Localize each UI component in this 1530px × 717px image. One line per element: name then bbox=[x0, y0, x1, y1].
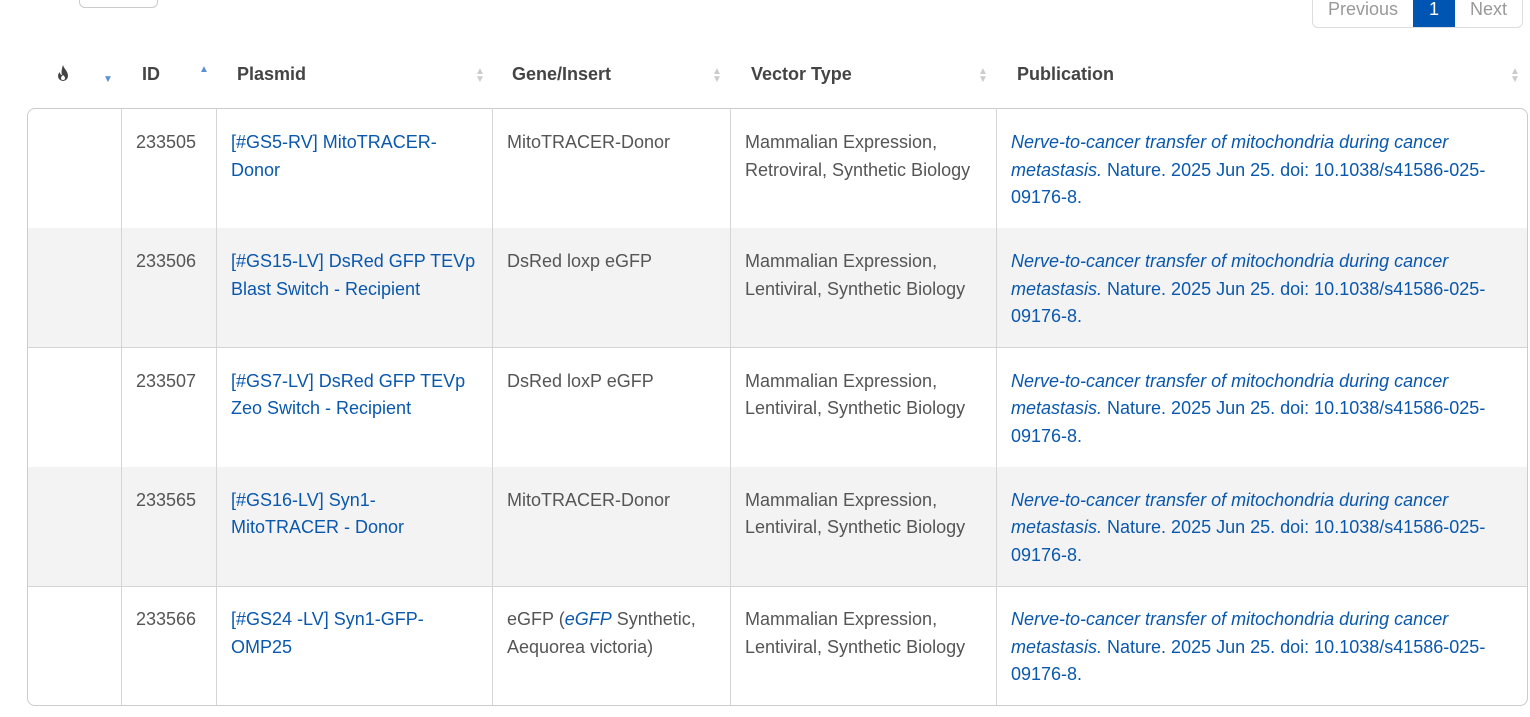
table-cell: [#GS15-LV] DsRed GFP TEVp Blast Switch -… bbox=[216, 228, 492, 348]
table-cell bbox=[28, 348, 121, 467]
publication-link[interactable]: Nerve-to-cancer transfer of mitochondria… bbox=[1011, 371, 1485, 446]
table-cell: DsRed loxp eGFP bbox=[492, 228, 730, 348]
plasmid-link[interactable]: [#GS16-LV] Syn1-MitoTRACER - Donor bbox=[231, 489, 405, 538]
table-cell: Nerve-to-cancer transfer of mitochondria… bbox=[996, 466, 1527, 586]
table-cell bbox=[28, 586, 121, 705]
table-cell: Mammalian Expression, Lentiviral, Synthe… bbox=[730, 586, 996, 705]
plasmid-id: 233507 bbox=[136, 370, 197, 391]
publication-link[interactable]: Nerve-to-cancer transfer of mitochondria… bbox=[1011, 251, 1485, 326]
plasmid-link[interactable]: [#GS5-RV] MitoTRACER-Donor bbox=[231, 132, 437, 180]
publication-citation: Nature. 2025 Jun 25. doi: 10.1038/s41586… bbox=[1011, 636, 1486, 685]
publication-link[interactable]: Nerve-to-cancer transfer of mitochondria… bbox=[1011, 132, 1485, 207]
table-cell: Mammalian Expression, Lentiviral, Synthe… bbox=[730, 228, 996, 348]
publication-citation: Nature. 2025 Jun 25. doi: 10.1038/s41586… bbox=[1011, 278, 1486, 327]
table-cell: [#GS7-LV] DsRed GFP TEVp Zeo Switch - Re… bbox=[216, 347, 492, 467]
publication-link[interactable]: Nerve-to-cancer transfer of mitochondria… bbox=[1011, 490, 1485, 565]
table-cell: 233507 bbox=[121, 347, 216, 467]
table-cell: DsRed loxP eGFP bbox=[492, 347, 730, 467]
publication-citation: Nature. 2025 Jun 25. doi: 10.1038/s41586… bbox=[1011, 517, 1486, 565]
gene-insert: DsRed loxP eGFP bbox=[507, 370, 654, 391]
table-cell: Nerve-to-cancer transfer of mitochondria… bbox=[996, 347, 1527, 467]
publication-title: Nerve-to-cancer transfer of mitochondria… bbox=[1011, 132, 1449, 180]
page-1-button[interactable]: 1 bbox=[1413, 0, 1456, 27]
table-cell: MitoTRACER-Donor bbox=[492, 466, 730, 586]
table-cell: Mammalian Expression, Lentiviral, Synthe… bbox=[730, 347, 996, 467]
table-cell: MitoTRACER-Donor bbox=[492, 109, 730, 228]
column-header-id[interactable]: ID bbox=[142, 64, 160, 84]
table-cell: 233506 bbox=[121, 228, 216, 348]
page-length-select[interactable] bbox=[79, 0, 158, 8]
publication-title: Nerve-to-cancer transfer of mitochondria… bbox=[1011, 489, 1449, 538]
table-cell: eGFP (eGFP Synthetic, Aequorea victoria) bbox=[492, 586, 730, 705]
table-cell: Nerve-to-cancer transfer of mitochondria… bbox=[996, 228, 1527, 348]
sort-icon[interactable]: ▲ ▼ bbox=[475, 66, 485, 85]
column-header-gene[interactable]: Gene/Insert bbox=[512, 64, 612, 84]
vector-type: Mammalian Expression, Lentiviral, Synthe… bbox=[745, 251, 966, 299]
table-cell: 233505 bbox=[121, 109, 216, 228]
table-cell bbox=[28, 467, 121, 586]
publication-title: Nerve-to-cancer transfer of mitochondria… bbox=[1011, 251, 1449, 299]
table-cell: 233565 bbox=[121, 466, 216, 586]
table-row: 233507 [#GS7-LV] DsRed GFP TEVp Zeo Switc… bbox=[28, 347, 1527, 468]
table-cell bbox=[28, 109, 121, 228]
plasmid-link[interactable]: [#GS24 -LV] Syn1-GFP-OMP25 bbox=[231, 609, 424, 657]
table-cell: [#GS5-RV] MitoTRACER-Donor bbox=[216, 109, 492, 228]
plasmid-table: 233505 [#GS5-RV] MitoTRACER-Donor MitoTRAC… bbox=[27, 108, 1528, 706]
table-cell: [#GS24 -LV] Syn1-GFP-OMP25 bbox=[216, 586, 492, 705]
vector-type: Mammalian Expression, Lentiviral, Synthe… bbox=[745, 609, 966, 657]
publication-link[interactable]: Nerve-to-cancer transfer of mitochondria… bbox=[1011, 609, 1485, 684]
plasmid-id: 233506 bbox=[136, 251, 197, 272]
table-cell: 233566 bbox=[121, 586, 216, 705]
table-row: 233505 [#GS5-RV] MitoTRACER-Donor MitoTRAC… bbox=[28, 109, 1527, 229]
plasmid-link[interactable]: [#GS15-LV] DsRed GFP TEVp Blast Switch -… bbox=[231, 251, 476, 299]
sort-icon[interactable]: ▲ ▼ bbox=[1510, 66, 1520, 85]
gene-insert: MitoTRACER-Donor bbox=[507, 132, 671, 152]
sort-icon[interactable]: ▲ ▼ bbox=[978, 66, 988, 85]
plasmid-id: 233565 bbox=[136, 489, 197, 510]
fire-icon[interactable] bbox=[53, 64, 73, 89]
sort-desc-icon[interactable]: ▼ bbox=[103, 74, 113, 85]
plasmid-id: 233505 bbox=[136, 132, 197, 152]
column-header-publication[interactable]: Publication bbox=[1017, 64, 1115, 84]
gene-insert: MitoTRACER-Donor bbox=[507, 489, 671, 510]
publication-citation: Nature. 2025 Jun 25. doi: 10.1038/s41586… bbox=[1011, 398, 1486, 446]
gene-insert: DsRed loxp eGFP bbox=[507, 251, 653, 272]
vector-type: Mammalian Expression, Lentiviral, Synthe… bbox=[745, 489, 966, 538]
table-cell bbox=[28, 228, 121, 347]
table-row: 233506 [#GS15-LV] DsRed GFP TEVp Blast Sw… bbox=[28, 228, 1527, 349]
next-button[interactable]: Next bbox=[1470, 0, 1508, 19]
gene-insert: eGFP ( bbox=[507, 609, 565, 630]
plasmid-id: 233566 bbox=[136, 609, 197, 630]
vector-type: Mammalian Expression, Lentiviral, Synthe… bbox=[745, 370, 966, 419]
table-cell: Mammalian Expression, Retroviral, Synthe… bbox=[730, 109, 996, 228]
publication-citation: Nature. 2025 Jun 25. doi: 10.1038/s41586… bbox=[1011, 159, 1486, 208]
table-row: 233565 [#GS16-LV] Syn1-MitoTRACER - Donor… bbox=[28, 466, 1527, 587]
column-header-plasmid[interactable]: Plasmid bbox=[237, 64, 307, 84]
column-header-vector[interactable]: Vector Type bbox=[751, 64, 852, 84]
publication-title: Nerve-to-cancer transfer of mitochondria… bbox=[1011, 370, 1449, 419]
vector-type: Mammalian Expression, Retroviral, Synthe… bbox=[745, 132, 971, 180]
table-cell: [#GS16-LV] Syn1-MitoTRACER - Donor bbox=[216, 466, 492, 586]
plasmid-link[interactable]: [#GS7-LV] DsRed GFP TEVp Zeo Switch - Re… bbox=[231, 370, 466, 419]
pagination: Previous 1 Next bbox=[1312, 0, 1524, 28]
sort-icon[interactable]: ▲ ▼ bbox=[712, 66, 722, 85]
table-cell: Mammalian Expression, Lentiviral, Synthe… bbox=[730, 466, 996, 586]
publication-title: Nerve-to-cancer transfer of mitochondria… bbox=[1011, 609, 1449, 657]
gene-name: eGFP bbox=[564, 609, 612, 630]
sort-asc-icon[interactable]: ▲ bbox=[199, 64, 209, 75]
table-row: 233566 [#GS24 -LV] Syn1-GFP-OMP25 eGFP (eG… bbox=[28, 586, 1527, 705]
gene-species: Synthetic, Aequorea victoria) bbox=[507, 609, 696, 657]
table-header: ▼ ID ▲ Plasmid ▲ ▼ Gene/Insert ▲ ▼ Vector … bbox=[0, 62, 1530, 90]
table-cell: Nerve-to-cancer transfer of mitochondria… bbox=[996, 109, 1527, 228]
previous-button[interactable]: Previous bbox=[1328, 0, 1399, 19]
table-cell: Nerve-to-cancer transfer of mitochondria… bbox=[996, 586, 1527, 705]
